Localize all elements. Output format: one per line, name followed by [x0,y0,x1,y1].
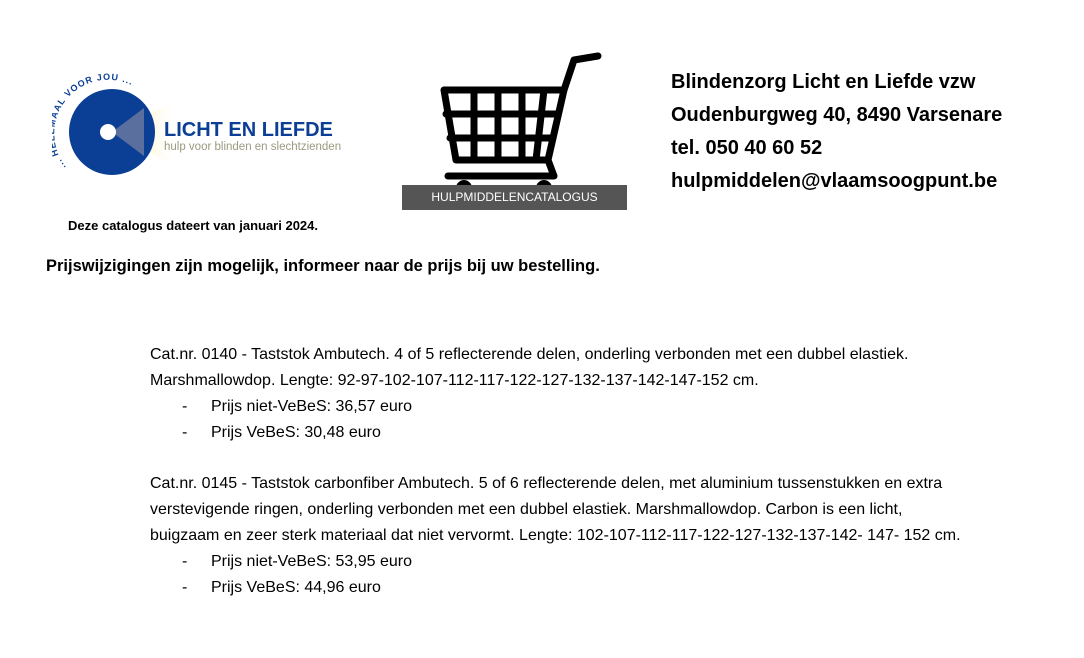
price-notice: Prijswijzigingen zijn mogelijk, informee… [46,257,600,275]
catalog-item: Cat.nr. 0140 - Taststok Ambutech. 4 of 5… [150,342,970,446]
price-line: - Prijs VeBeS: 44,96 euro [182,579,381,596]
catalog-label: HULPMIDDELENCATALOGUS [402,185,627,210]
licht-en-liefde-logo: ... HELEMAAL VOOR JOU ... LICHT EN LIEFD… [46,72,382,187]
catalog-item: Cat.nr. 0145 - Taststok carbonfiber Ambu… [150,471,970,601]
price-line: - Prijs niet-VeBeS: 36,57 euro [182,398,413,415]
address: Oudenburgweg 40, 8490 Varsenare [671,104,1003,126]
price-line: - Prijs niet-VeBeS: 53,95 euro [182,553,413,570]
item-description: Cat.nr. 0140 - Taststok Ambutech. 4 of 5… [150,346,909,389]
org-name: Blindenzorg Licht en Liefde vzw [671,71,976,93]
logo-tagline: hulp voor blinden en slechtzienden [164,141,341,153]
shopping-cart-icon [436,48,606,198]
phone: tel. 050 40 60 52 [671,137,823,159]
contact-block: Blindenzorg Licht en Liefde vzw Oudenbur… [671,66,1002,198]
price-line: - Prijs VeBeS: 30,48 euro [182,424,381,441]
date-note: Deze catalogus dateert van januari 2024. [68,218,318,233]
logo-name: LICHT EN LIEFDE [164,119,333,141]
email: hulpmiddelen@vlaamsoogpunt.be [671,170,998,192]
item-description: Cat.nr. 0145 - Taststok carbonfiber Ambu… [150,475,961,544]
